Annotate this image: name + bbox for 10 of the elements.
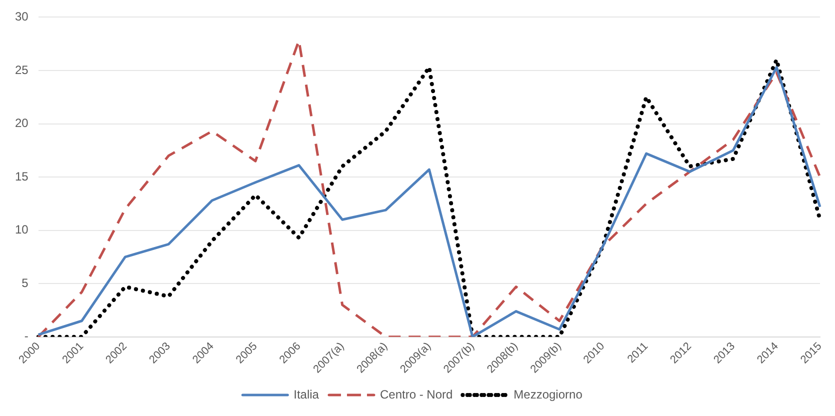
- y-tick-label: -: [24, 329, 28, 344]
- y-tick-label: 20: [14, 116, 29, 130]
- legend-label: Mezzogiorno: [514, 387, 583, 402]
- legend-label: Centro - Nord: [380, 387, 453, 402]
- legend-label: Italia: [294, 387, 320, 402]
- y-tick-label: 10: [14, 222, 29, 237]
- y-tick-label: 15: [14, 169, 29, 184]
- y-tick-label: 25: [14, 62, 29, 77]
- y-tick-label: 30: [14, 10, 29, 24]
- y-tick-label: 5: [22, 276, 29, 290]
